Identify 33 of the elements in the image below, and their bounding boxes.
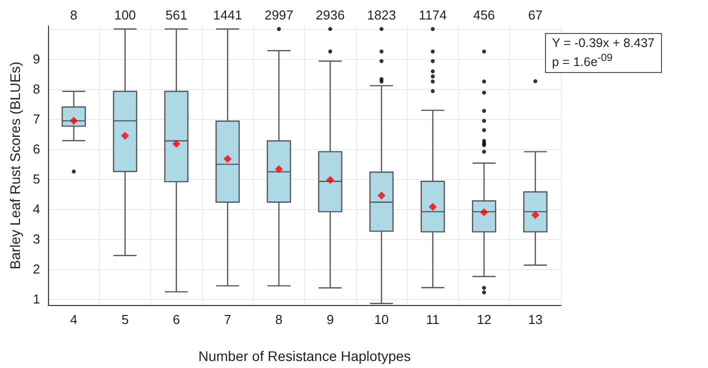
text: 67: [528, 8, 543, 22]
x-tick-label: 6: [172, 312, 180, 327]
text: 1823: [367, 8, 396, 22]
x-tick-label: 5: [121, 312, 129, 327]
y-tick-label: 1: [32, 292, 40, 306]
x-tick-label: 8: [275, 312, 283, 327]
y-axis-title: Barley Leaf Rust Scores (BLUEs): [7, 62, 23, 270]
x-tick-label: 7: [224, 312, 232, 327]
x-axis-title: Number of Resistance Haplotypes: [198, 348, 411, 364]
x-tick-label: 13: [528, 312, 543, 327]
y-tick-label: 7: [32, 112, 40, 126]
y-tick-label: 9: [32, 52, 40, 66]
text: 2936: [316, 8, 345, 22]
text: 8: [70, 8, 78, 22]
x-tick-label: 10: [374, 312, 389, 327]
annotation: p = 1.6e$^{-09}$: [552, 53, 613, 70]
text: 456: [473, 8, 495, 22]
annotation: Y = -0.39x + 8.437: [552, 36, 655, 50]
y-tick-label: 3: [32, 232, 40, 246]
x-tick-label: 11: [426, 312, 440, 327]
x-tick-label: 12: [476, 312, 492, 327]
y-tick-label: 8: [32, 82, 40, 96]
y-tick-label: 6: [32, 142, 40, 156]
text: 561: [165, 8, 188, 22]
text: 1441: [213, 8, 242, 22]
y-tick-label: 5: [32, 172, 40, 186]
text: 100: [114, 8, 136, 22]
y-tick-label: 4: [32, 202, 40, 216]
y-tick-label: 2: [32, 262, 40, 276]
x-tick-label: 4: [70, 312, 78, 327]
text: 2997: [264, 8, 294, 22]
text: 1174: [418, 8, 447, 22]
x-tick-label: 9: [326, 312, 334, 327]
